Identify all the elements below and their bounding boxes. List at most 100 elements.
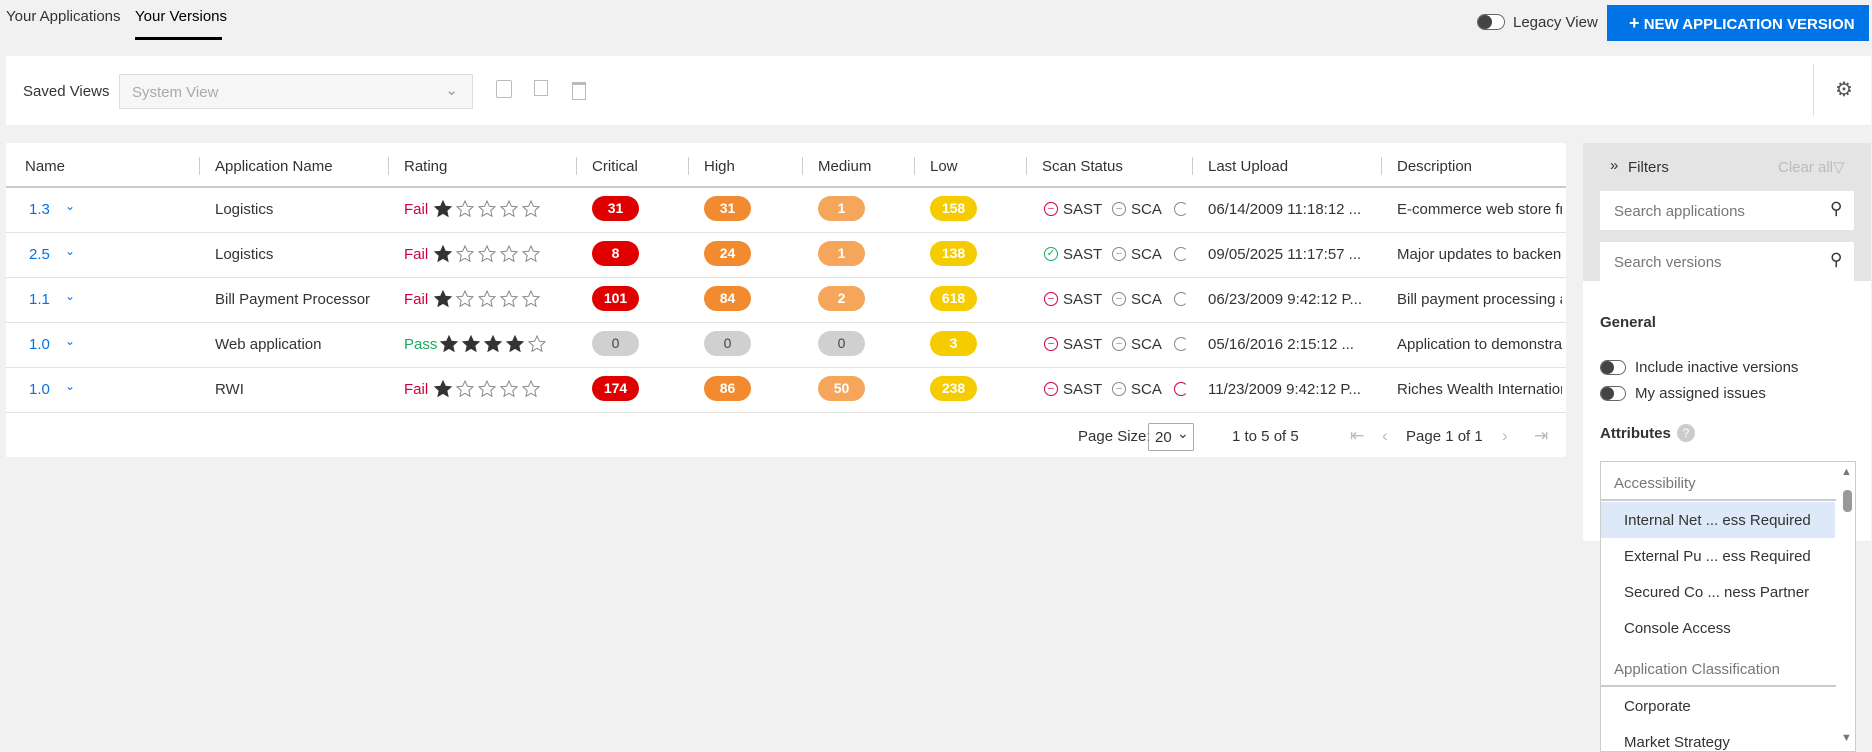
search-box[interactable]: Search applications ⚲ (1600, 191, 1854, 230)
option-text: Market Strategy (1624, 734, 1730, 751)
application-name: Logistics (215, 246, 274, 263)
column-header: Critical (592, 158, 638, 175)
tab-active[interactable]: Your Versions (135, 8, 228, 25)
scan-icon (1174, 247, 1188, 261)
rating-label: Pass (404, 336, 438, 353)
page-size-select[interactable]: 20 ⌄ (1148, 423, 1194, 451)
column-divider (802, 157, 803, 175)
toggle[interactable] (1600, 386, 1626, 401)
star-shape (522, 290, 540, 308)
table-panel: Name Application Name Rating Critical High Me… (6, 143, 1566, 457)
section-title: General (1600, 314, 1656, 331)
scan-icon (1174, 202, 1188, 216)
version-chevron[interactable]: ⌄ (65, 199, 76, 213)
severity-count: 158 (930, 196, 977, 221)
toggle-knob (1478, 15, 1492, 29)
pager-button[interactable]: ⇥ (1534, 426, 1549, 445)
star-shape (478, 200, 496, 218)
tab-underline (135, 37, 222, 40)
rating-star (500, 290, 518, 308)
version-link[interactable]: 1.1 (29, 291, 50, 308)
rating-star (478, 380, 496, 398)
column-divider (914, 157, 915, 175)
save-icon[interactable] (496, 80, 512, 98)
sca-label: SCA (1131, 291, 1162, 308)
version-link[interactable]: 1.0 (29, 336, 50, 353)
tab[interactable]: Your Applications (6, 8, 121, 25)
description: Riches Wealth Internationa (1397, 381, 1562, 398)
toggle-knob (1601, 361, 1614, 374)
version-link[interactable]: 1.0 (29, 381, 50, 398)
rating-star (456, 245, 474, 263)
rating-label: Fail (404, 381, 429, 398)
severity-count: 101 (592, 286, 639, 311)
rating-star (522, 200, 540, 218)
severity-count: 8 (592, 241, 639, 266)
scroll-thumb[interactable] (1843, 490, 1852, 512)
star-shape (456, 290, 474, 308)
star-shape (456, 380, 474, 398)
chevron: ⌄ (1177, 425, 1189, 441)
severity-count: 50 (818, 376, 865, 401)
pager-button[interactable]: ‹ (1382, 426, 1388, 445)
last-upload: 09/05/2025 11:17:57 ... (1208, 246, 1362, 263)
sca-label: SCA (1131, 336, 1162, 353)
attribute-option[interactable]: Internal Net ... ess Required (1601, 502, 1835, 538)
pager-button[interactable]: ⇤ (1350, 426, 1365, 445)
rating-star (434, 200, 452, 218)
new-version-button[interactable]: + NEW APPLICATION VERSION (1607, 5, 1869, 41)
copy-icon[interactable] (534, 80, 548, 96)
scroll-down[interactable]: ▼ (1841, 732, 1852, 744)
option-label: Include inactive versions (1635, 359, 1799, 376)
search-box[interactable]: Search versions ⚲ (1600, 242, 1854, 281)
row-line (6, 232, 1566, 233)
version-chevron[interactable]: ⌄ (65, 379, 76, 393)
description: Bill payment processing and (1397, 291, 1562, 308)
attribute-option[interactable]: Market Strategy (1601, 724, 1835, 751)
version-link[interactable]: 2.5 (29, 246, 50, 263)
severity-count: 238 (930, 376, 977, 401)
toggle[interactable] (1600, 360, 1626, 375)
pager-button[interactable]: › (1502, 426, 1508, 445)
filter-icon: ▽ (1833, 159, 1845, 176)
version-chevron[interactable]: ⌄ (65, 334, 76, 348)
sast-label: SAST (1063, 291, 1103, 308)
collapse-icon[interactable]: » (1610, 157, 1619, 174)
star-shape (522, 200, 540, 218)
option-text: Internal Net ... ess Required (1624, 512, 1811, 529)
severity-count: 86 (704, 376, 751, 401)
column-divider (1192, 157, 1193, 175)
row-line (6, 322, 1566, 323)
option-text: External Pu ... ess Required (1624, 548, 1811, 565)
column-header: Rating (404, 158, 448, 175)
help-icon[interactable]: ? (1677, 424, 1695, 442)
select-placeholder: System View (132, 84, 219, 101)
page-size-value: 20 (1155, 429, 1172, 446)
version-link[interactable]: 1.3 (29, 201, 50, 218)
severity-count: 618 (930, 286, 977, 311)
search-icon: ⚲ (1830, 250, 1843, 269)
attribute-option[interactable]: Corporate (1601, 688, 1835, 724)
toggle[interactable] (1477, 14, 1505, 30)
sca-label: SCA (1131, 246, 1162, 263)
rating-star (478, 245, 496, 263)
attribute-option[interactable]: Secured Co ... ness Partner (1601, 574, 1835, 610)
column-header: Low (930, 158, 958, 175)
attribute-option[interactable]: Console Access (1601, 610, 1835, 646)
sast-icon: – (1044, 382, 1058, 396)
clear-all[interactable]: Clear all (1778, 159, 1834, 176)
view-select[interactable]: System View ⌄ (119, 74, 473, 109)
version-chevron[interactable]: ⌄ (65, 289, 76, 303)
settings-icon[interactable]: ⚙ (1835, 79, 1853, 101)
rating-star (434, 245, 452, 263)
rating-star (522, 290, 540, 308)
rating-star (478, 290, 496, 308)
scroll-up[interactable]: ▲ (1841, 466, 1852, 478)
rating-star (484, 335, 502, 353)
attribute-option[interactable]: External Pu ... ess Required (1601, 538, 1835, 574)
attribute-list: Accessibility Internal Net ... ess Requir… (1600, 461, 1856, 752)
delete-icon[interactable] (572, 82, 586, 100)
severity-count: 31 (592, 196, 639, 221)
version-chevron[interactable]: ⌄ (65, 244, 76, 258)
star-shape (434, 290, 452, 308)
